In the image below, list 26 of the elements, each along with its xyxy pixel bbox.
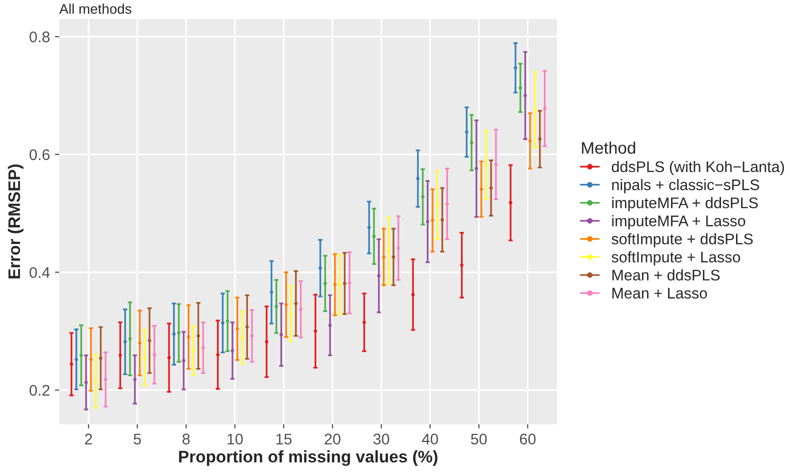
legend-label: softImpute + ddsPLS: [612, 233, 753, 248]
x-tick-label: 5: [134, 434, 141, 444]
x-tick-label: 2: [85, 434, 92, 444]
legend-label: imputeMFA + Lasso: [612, 215, 746, 230]
x-axis-title: Proportion of missing values (%): [179, 450, 438, 466]
y-tick-label: 0.4: [30, 267, 50, 278]
y-tick-label: 0.8: [30, 32, 50, 42]
legend-title: Method: [582, 142, 636, 154]
legend-label: imputeMFA + ddsPLS: [612, 197, 758, 212]
legend-label: Mean + ddsPLS: [612, 269, 720, 281]
legend-label: ddsPLS (with Koh−Lanta): [612, 160, 784, 176]
chart-title: All methods: [59, 4, 132, 14]
legend-label: nipals + classic−sPLS: [612, 179, 760, 194]
x-tick-label: 60: [520, 434, 536, 444]
y-tick-label: 0.6: [30, 149, 50, 160]
x-tick-label: 20: [324, 434, 340, 444]
x-tick-label: 50: [470, 434, 487, 444]
y-tick-label: 0.2: [30, 384, 50, 396]
y-axis-title: Error (RMSEP): [8, 164, 24, 278]
x-tick-label: 15: [276, 434, 292, 444]
x-tick-label: 8: [182, 434, 190, 444]
legend-label: Mean + Lasso: [612, 288, 707, 299]
x-tick-label: 30: [373, 434, 390, 444]
x-tick-label: 10: [228, 434, 243, 444]
x-tick-label: 40: [422, 434, 438, 444]
legend-label: softImpute + Lasso: [612, 251, 740, 266]
